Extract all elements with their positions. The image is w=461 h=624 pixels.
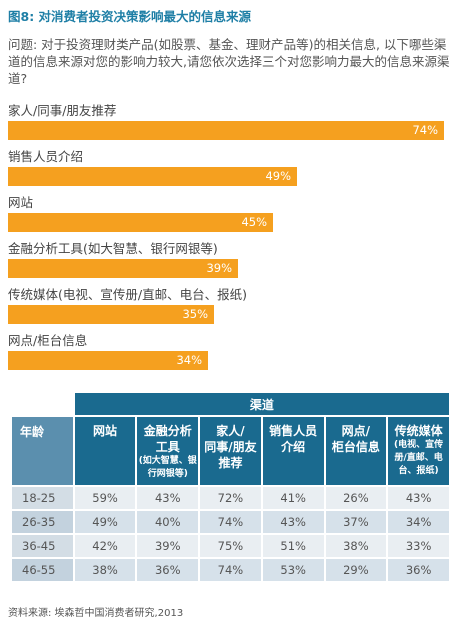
column-header-line: 家人/: [216, 424, 245, 438]
column-header-line: 柜台信息: [331, 440, 380, 454]
value-cell: 43%: [388, 487, 449, 509]
table-row: 46-55 38% 36% 74% 53% 29% 36%: [12, 559, 449, 581]
table-row: 18-25 59% 43% 72% 41% 26% 43%: [12, 487, 449, 509]
value-cell: 39%: [137, 535, 199, 557]
value-cell: 33%: [388, 535, 449, 557]
source-note: 资料来源: 埃森哲中国消费者研究,2013: [8, 608, 184, 619]
column-header-sub: (如大智慧、银行网银等): [138, 456, 197, 479]
table-corner: [12, 393, 73, 415]
value-cell: 38%: [325, 535, 387, 557]
value-cell: 42%: [74, 535, 136, 557]
value-cell: 29%: [325, 559, 387, 581]
table-row: 26-35 49% 40% 74% 43% 37% 34%: [12, 511, 449, 533]
bar-category-label: 传统媒体(电视、宣传册/直邮、电台、报纸): [8, 287, 247, 302]
value-cell: 43%: [137, 487, 199, 509]
age-cell: 46-55: [12, 559, 73, 581]
column-header-sub: (电视、宣传册/直邮、电台、报纸): [394, 440, 444, 476]
bar-category-label: 销售人员介绍: [8, 149, 84, 164]
column-header-line: 传统媒体: [394, 424, 443, 438]
value-cell: 36%: [137, 559, 199, 581]
value-cell: 74%: [200, 511, 261, 533]
value-cell: 72%: [200, 487, 261, 509]
value-cell: 43%: [262, 511, 324, 533]
column-header-line: 网点/: [341, 424, 371, 438]
bar-chart: 家人/同事/朋友推荐 74% 销售人员介绍 49% 网站 45% 金融分析工具(如大智慧、银…: [0, 100, 461, 380]
age-cell: 18-25: [12, 487, 73, 509]
bar: 39%: [8, 259, 238, 278]
value-cell: 36%: [388, 559, 449, 581]
column-header: 网点/柜台信息: [325, 417, 387, 485]
value-cell: 40%: [137, 511, 199, 533]
bar: 35%: [8, 305, 214, 324]
value-cell: 49%: [74, 511, 136, 533]
column-header-line: 金融分析: [143, 424, 192, 438]
value-cell: 75%: [200, 535, 261, 557]
bar-value-label: 49%: [265, 169, 291, 183]
column-header: 销售人员 介绍: [262, 417, 324, 485]
bar-value-label: 45%: [241, 215, 267, 229]
column-header: 传统媒体 (电视、宣传册/直邮、电台、报纸): [388, 417, 449, 485]
age-cell: 36-45: [12, 535, 73, 557]
column-header: 家人/同事/朋友推荐: [200, 417, 261, 485]
column-header-line: 介绍: [281, 440, 306, 454]
bar-category-label: 金融分析工具(如大智慧、银行网银等): [8, 241, 218, 256]
column-header-line: 同事/朋友: [204, 440, 257, 454]
value-cell: 34%: [388, 511, 449, 533]
group-header: 渠道: [74, 393, 449, 415]
bar-category-label: 网站: [8, 195, 34, 210]
value-cell: 26%: [325, 487, 387, 509]
value-cell: 41%: [262, 487, 324, 509]
value-cell: 53%: [262, 559, 324, 581]
age-cell: 26-35: [12, 511, 73, 533]
column-header-line: 销售人员: [269, 424, 318, 438]
column-header: 金融分析工具 (如大智慧、银行网银等): [137, 417, 199, 485]
bar-value-label: 34%: [176, 353, 202, 367]
figure-title: 图8: 对消费者投资决策影响最大的信息来源: [8, 9, 252, 24]
bar: 45%: [8, 213, 273, 232]
value-cell: 38%: [74, 559, 136, 581]
value-cell: 74%: [200, 559, 261, 581]
column-header: 网站: [74, 417, 136, 485]
value-cell: 51%: [262, 535, 324, 557]
bar: 49%: [8, 167, 297, 186]
bar-category-label: 家人/同事/朋友推荐: [8, 103, 117, 118]
bar-value-label: 74%: [412, 123, 438, 137]
column-header-line: 推荐: [218, 456, 243, 470]
bar: 34%: [8, 351, 208, 370]
bar-value-label: 35%: [182, 307, 208, 321]
bar: 74%: [8, 121, 444, 140]
question-text: 问题: 对于投资理财类产品(如股票、基金、理财产品等)的相关信息, 以下哪些渠道…: [8, 37, 450, 86]
age-channel-table: 渠道 年龄 网站 金融分析 工具 (如大智慧、银行网银等) 家人/同事/朋友 推荐 销售人员…: [10, 391, 451, 583]
table-row: 36-45 42% 39% 75% 51% 38% 33%: [12, 535, 449, 557]
value-cell: 59%: [74, 487, 136, 509]
bar-category-label: 网点/柜台信息: [8, 333, 88, 348]
column-header-line: 工具: [155, 440, 180, 454]
bar-value-label: 39%: [206, 261, 232, 275]
column-header-line: 网站: [93, 424, 118, 438]
age-header: 年龄: [12, 417, 73, 485]
value-cell: 37%: [325, 511, 387, 533]
